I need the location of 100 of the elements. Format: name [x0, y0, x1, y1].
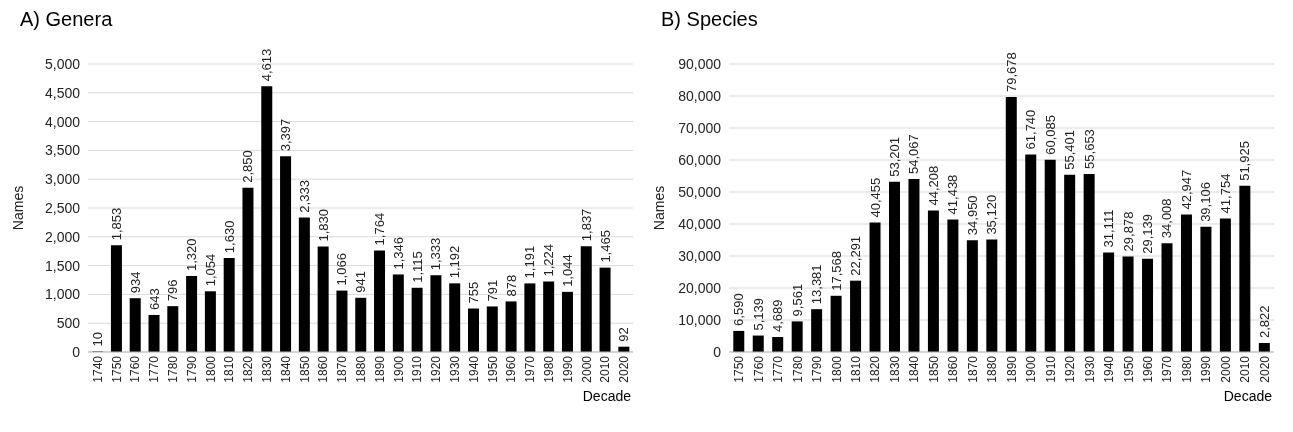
data-label: 60,085: [1042, 114, 1058, 155]
data-label: 39,106: [1198, 182, 1214, 222]
x-tick-label: 1750: [109, 355, 124, 383]
x-tick-label: 1930: [447, 355, 462, 383]
x-tick-label: 1880: [985, 355, 1000, 383]
x-tick-label: 1760: [128, 355, 143, 383]
data-label: 17,568: [828, 251, 844, 291]
data-label: 1,830: [315, 209, 331, 242]
x-tick-label: 1850: [926, 355, 941, 383]
data-label: 42,947: [1178, 169, 1194, 210]
y-tick-label: 4,000: [44, 113, 81, 130]
x-tick-label: 1750: [732, 355, 747, 383]
x-tick-label: 1840: [907, 355, 922, 383]
data-label: 40,455: [867, 177, 883, 218]
x-tick-label: 2000: [1218, 355, 1233, 383]
x-tick-label: 1770: [771, 355, 786, 383]
data-label: 1,320: [184, 238, 200, 271]
data-label: 755: [466, 281, 481, 304]
data-label: 796: [165, 279, 181, 302]
x-tick-label: 1980: [1179, 355, 1194, 383]
x-tick-label: 1860: [316, 355, 331, 383]
data-label: 29,139: [1140, 213, 1156, 254]
x-tick-label: 1900: [391, 355, 406, 383]
data-label: 41,438: [945, 174, 961, 215]
x-tick-label: 1800: [203, 355, 218, 383]
y-tick-label: 500: [56, 315, 81, 332]
y-tick-label: 80,000: [678, 87, 722, 104]
x-tick-label: 1900: [1024, 355, 1039, 383]
data-label: 13,381: [809, 264, 825, 305]
data-label: 9,561: [789, 283, 805, 317]
chart-title: A) Genera: [19, 8, 114, 32]
x-tick-label: 1840: [278, 355, 293, 383]
x-tick-label: 1780: [790, 355, 805, 383]
data-label: 934: [127, 271, 143, 294]
x-tick-label: 1850: [297, 355, 312, 383]
x-tick-label: 1870: [965, 355, 980, 383]
data-label: 35,120: [984, 194, 1000, 235]
data-label: 1,115: [409, 251, 425, 283]
data-label: 1,333: [428, 237, 444, 271]
data-label: 55,653: [1081, 129, 1097, 169]
data-label: 29,878: [1120, 211, 1136, 252]
y-tick-label: 4,500: [44, 84, 81, 101]
data-label: 791: [484, 279, 500, 302]
y-tick-label: 0: [713, 343, 722, 360]
x-tick-label: 1930: [1082, 355, 1097, 383]
y-tick-label: 90,000: [678, 55, 722, 72]
x-tick-label: 1790: [184, 355, 199, 383]
y-tick-label: 20,000: [678, 279, 722, 296]
y-tick-label: 30,000: [678, 247, 722, 264]
data-label: 2,822: [1256, 305, 1272, 338]
data-label: 1,853: [108, 207, 124, 241]
x-tick-label: 1970: [1160, 355, 1175, 383]
data-label: 2,333: [296, 180, 312, 213]
x-tick-label: 1820: [868, 355, 883, 383]
x-tick-label: 1990: [1199, 355, 1214, 383]
x-tick-label: 1890: [372, 355, 387, 383]
data-label: 55,401: [1062, 129, 1078, 170]
data-label: 878: [503, 274, 519, 297]
data-label: 1,837: [578, 208, 594, 242]
x-tick-label: 1960: [1141, 355, 1155, 383]
data-label: 4,613: [259, 48, 275, 82]
x-tick-label: 1760: [751, 355, 766, 383]
y-axis-title: Names: [9, 185, 26, 231]
y-tick-label: 70,000: [678, 119, 722, 136]
x-tick-label: 1890: [1004, 355, 1019, 383]
x-tick-label: 2020: [617, 355, 632, 383]
y-tick-label: 60,000: [678, 151, 722, 168]
y-tick-label: 3,500: [44, 142, 81, 159]
data-label: 54,067: [906, 134, 922, 174]
data-label: 1,346: [390, 236, 406, 270]
x-tick-label: 1960: [504, 355, 519, 383]
data-label: 53,201: [887, 136, 902, 177]
x-tick-label: 1780: [166, 355, 181, 383]
y-tick-label: 5,000: [44, 55, 81, 72]
data-label: 4,689: [770, 299, 786, 332]
chart-title: B) Species: [660, 8, 759, 32]
x-tick-label: 1740: [90, 355, 105, 383]
data-label: 1,465: [597, 230, 613, 263]
data-label: 31,111: [1101, 209, 1117, 248]
data-label: 1,630: [221, 220, 237, 254]
data-label: 2,850: [240, 150, 256, 183]
x-tick-label: 1790: [810, 355, 825, 383]
y-tick-label: 2,000: [44, 228, 81, 245]
data-label: 34,008: [1159, 198, 1175, 239]
data-label: 34,950: [964, 195, 980, 236]
y-axis-title: Names: [650, 185, 667, 231]
y-tick-label: 2,500: [44, 199, 81, 216]
x-tick-label: 1860: [946, 355, 961, 383]
data-label: 10: [90, 331, 106, 347]
x-tick-label: 1910: [410, 355, 425, 383]
x-tick-label: 1920: [429, 355, 444, 383]
x-tick-label: 1990: [560, 355, 575, 383]
y-tick-label: 0: [72, 343, 81, 360]
x-tick-label: 1940: [466, 355, 481, 383]
data-label: 1,066: [334, 253, 350, 286]
data-label: 22,291: [848, 235, 864, 276]
x-tick-label: 2020: [1257, 355, 1272, 383]
x-tick-label: 2010: [598, 355, 613, 383]
x-axis-title: Decade: [582, 388, 631, 404]
data-label: 1,224: [541, 243, 557, 277]
